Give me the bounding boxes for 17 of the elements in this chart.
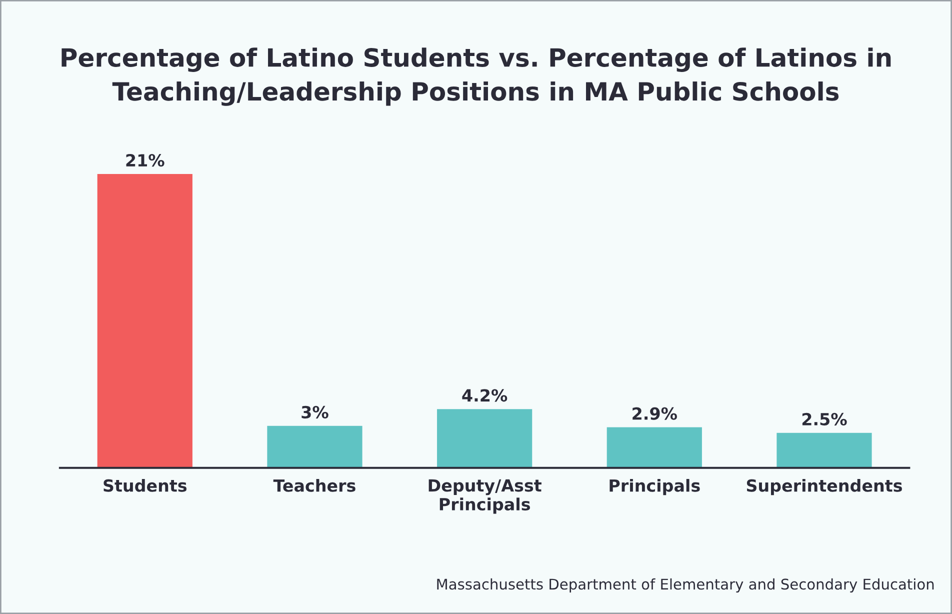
data-label: 3% xyxy=(302,406,328,418)
x-tick-label: Teachers xyxy=(273,478,356,492)
chart-title: Percentage of Latino Students vs. Percentage of Latinos in Teaching/Leadership Positions in MA Public Schools xyxy=(62,48,891,106)
bar xyxy=(97,174,192,468)
data-label: 2.9% xyxy=(632,407,677,420)
x-tick-label: Students xyxy=(104,478,187,492)
bar xyxy=(267,426,362,468)
bar xyxy=(776,432,872,468)
bar xyxy=(437,409,532,468)
x-tick-label: Superintendents xyxy=(746,478,902,496)
bar xyxy=(606,427,702,468)
x-tick-label: Principals xyxy=(610,478,700,496)
text: Massachusetts Department of Elementary and Secondary Education xyxy=(437,578,934,593)
data-label: 21% xyxy=(126,154,164,167)
data-label: 2.5% xyxy=(802,412,847,426)
data-label: 4.2% xyxy=(462,389,508,402)
x-tick-label: Deputy/Asst Principals xyxy=(428,479,542,514)
